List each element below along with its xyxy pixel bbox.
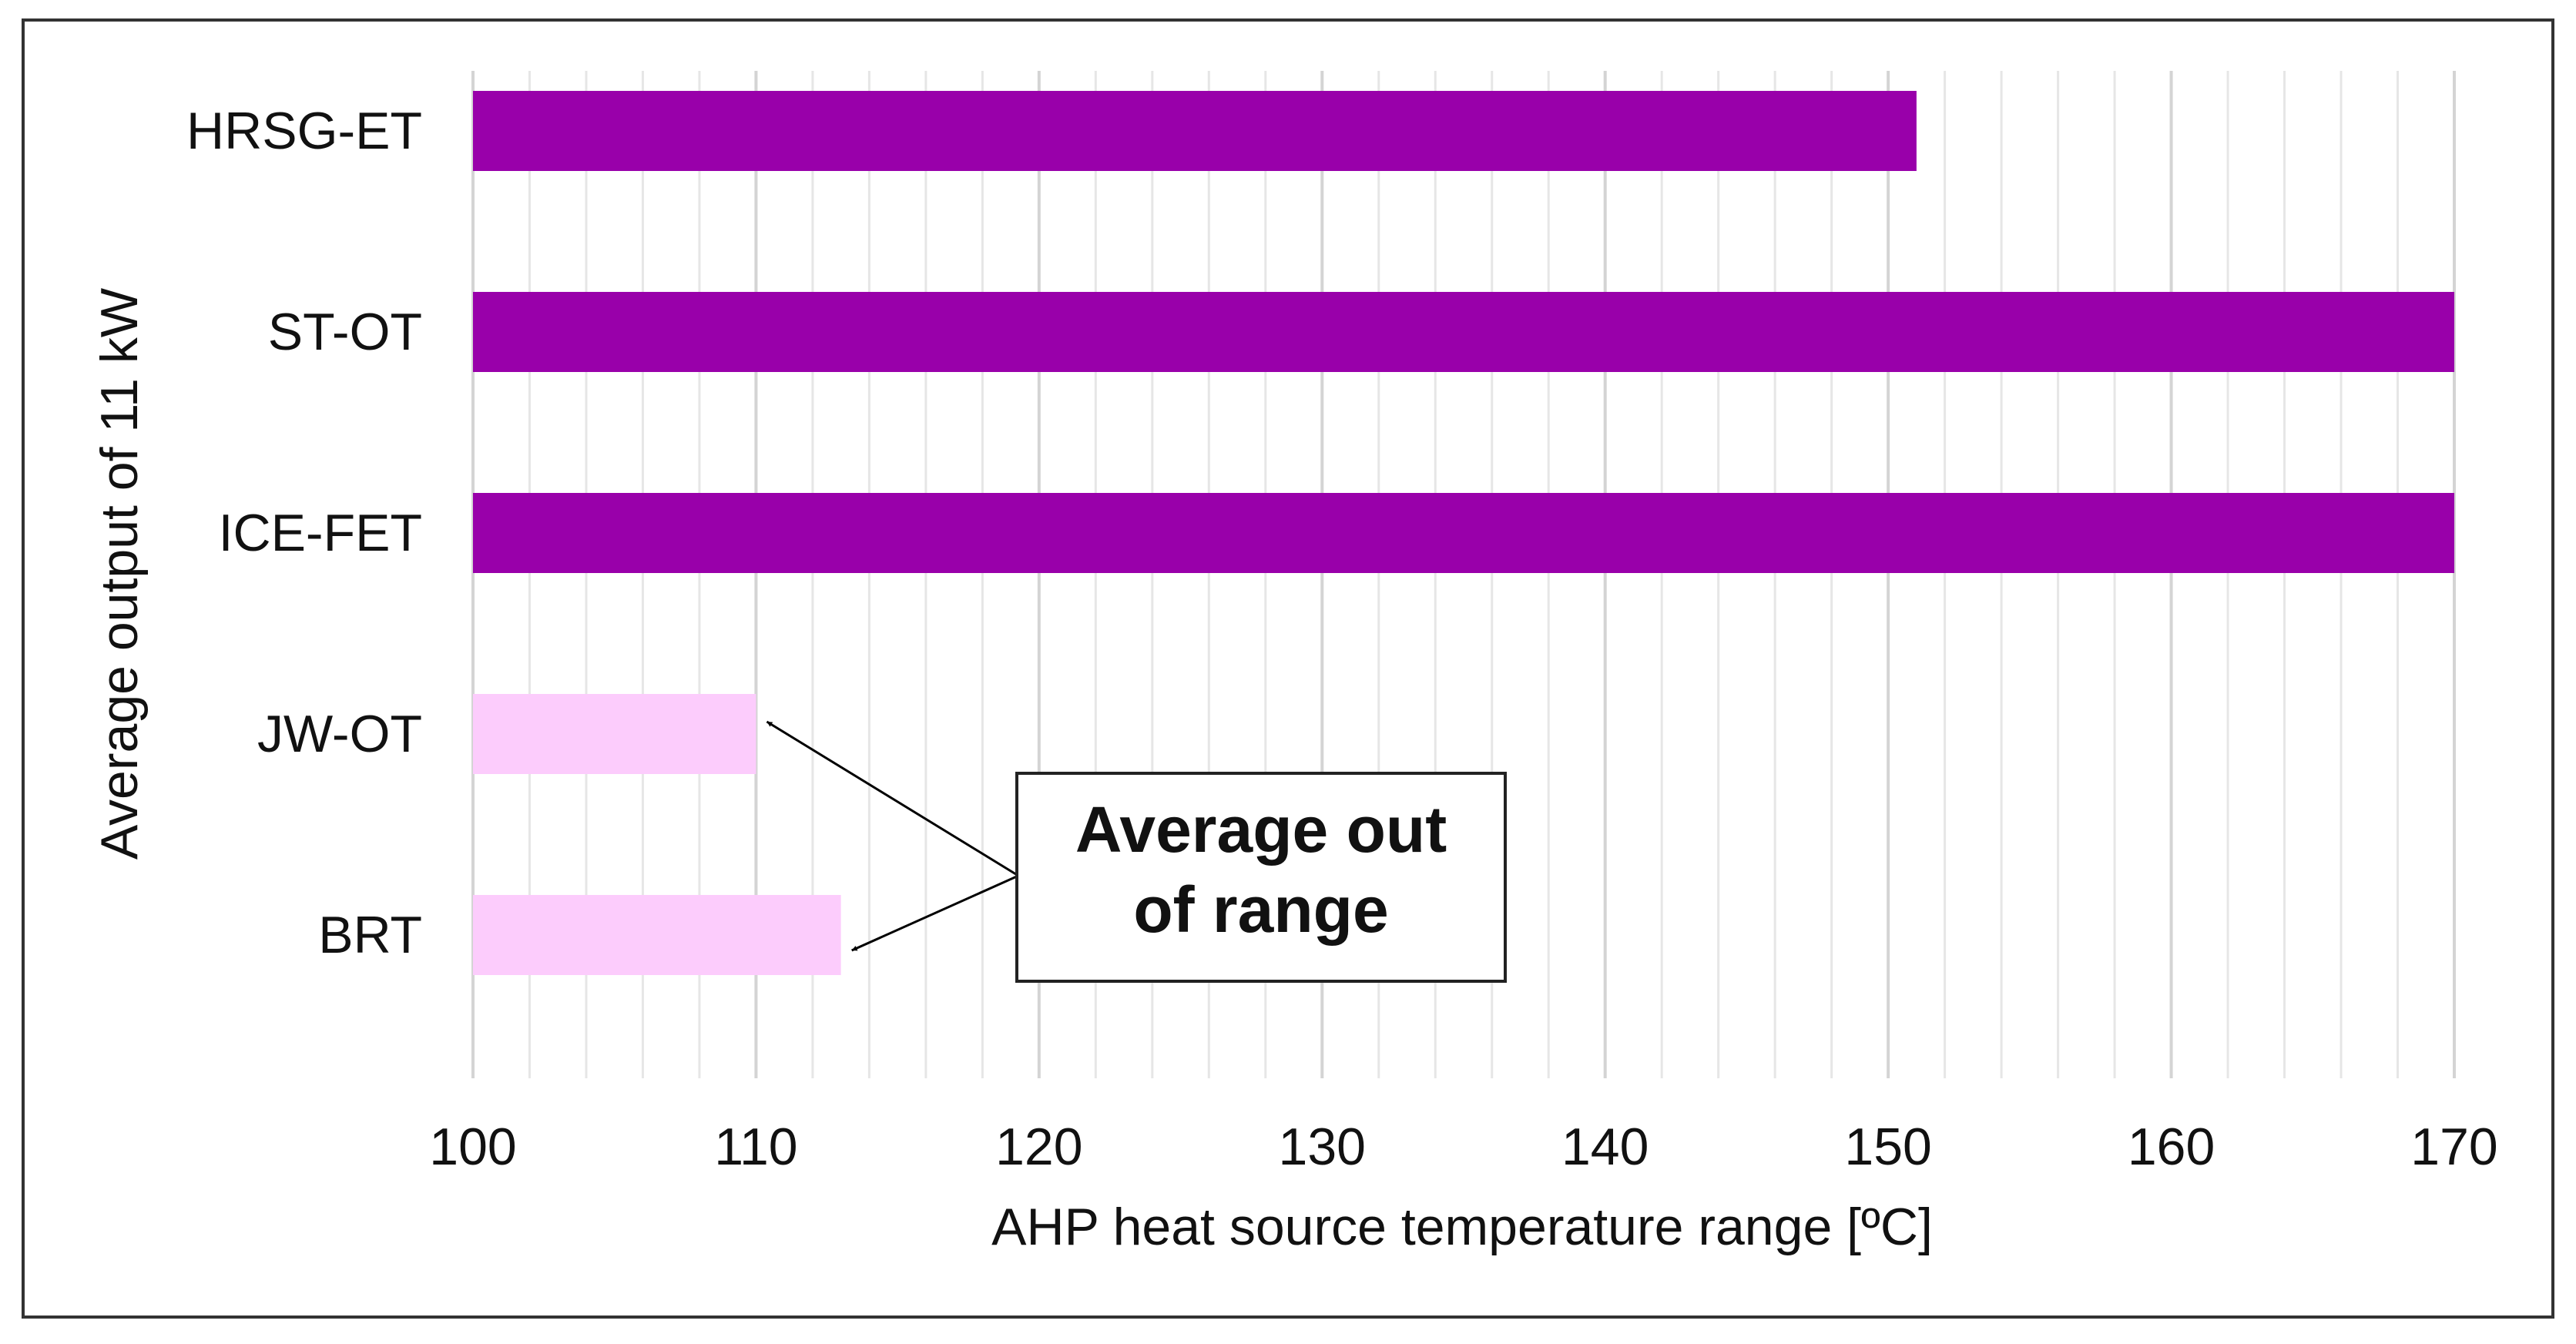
annotation-box xyxy=(1015,772,1507,983)
annotation-text-line-1: Average out xyxy=(1075,793,1447,866)
annotation-text-line-2: of range xyxy=(1133,873,1388,946)
x-tick-label: 170 xyxy=(2410,1118,2497,1176)
x-tick-label: 140 xyxy=(1561,1118,1649,1176)
bar-st-ot xyxy=(473,292,2454,372)
x-axis-label: AHP heat source temperature range [ºC] xyxy=(991,1198,1933,1256)
y-axis-category-labels: HRSG-ET ST-OT ICE-FET JW-OT BRT xyxy=(186,102,422,964)
y-category-label: ST-OT xyxy=(268,303,422,361)
figure-border xyxy=(22,18,2554,1319)
y-category-label: BRT xyxy=(318,906,422,964)
y-category-label: JW-OT xyxy=(257,705,422,763)
x-tick-label: 130 xyxy=(1279,1118,1366,1176)
bar-hrsg-et xyxy=(473,91,1917,171)
x-axis-tick-labels: 100 110 120 130 140 150 160 170 xyxy=(429,1118,2497,1176)
bars xyxy=(473,91,2454,975)
x-tick-label: 160 xyxy=(2128,1118,2215,1176)
y-category-label: ICE-FET xyxy=(219,504,422,562)
bar-brt xyxy=(473,895,841,975)
bar-jw-ot xyxy=(473,694,756,774)
bar-ice-fet xyxy=(473,493,2454,573)
x-tick-label: 100 xyxy=(429,1118,516,1176)
annotation: Average out of range xyxy=(766,720,1507,983)
y-axis-label: Average output of 11 kW xyxy=(90,288,149,860)
annotation-arrow-brt xyxy=(851,874,1019,952)
x-tick-label: 120 xyxy=(995,1118,1082,1176)
x-tick-label: 110 xyxy=(714,1118,797,1176)
annotation-arrow-jw-ot xyxy=(766,720,1019,877)
x-tick-label: 150 xyxy=(1844,1118,1931,1176)
y-category-label: HRSG-ET xyxy=(186,102,422,160)
